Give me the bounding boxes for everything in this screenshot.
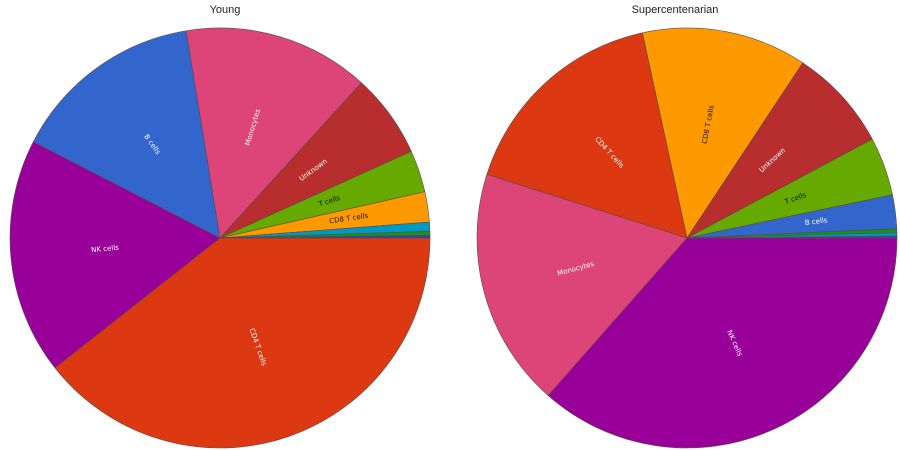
pie-slice-supercentenarian-cd4-t-cells bbox=[486, 32, 688, 239]
chart-title-young: Young bbox=[209, 4, 241, 16]
pie-slice-supercentenarian-nk-cells bbox=[547, 237, 898, 449]
slice-label-young-nk-cells: NK cells bbox=[91, 244, 120, 255]
chart-title-supercentenarian: Supercentenarian bbox=[631, 4, 719, 16]
supercentenarian-pie-chart: Supercentenarian NK cells Monocytes CD4 T … bbox=[450, 0, 900, 450]
pie-slice-young-cd4-t-cells bbox=[54, 237, 431, 449]
pie-slice-young-minor-9 bbox=[219, 235, 431, 239]
pie-slice-supercentenarian-monocytes bbox=[476, 173, 688, 396]
pie-slice-supercentenarian-cd8-t-cells bbox=[642, 27, 804, 239]
pie-slice-supercentenarian-unknown bbox=[686, 62, 873, 239]
young-pie-chart: Young CD4 T cells NK cells B cells Monocyte… bbox=[9, 4, 431, 449]
slice-label-supercentenarian-b-cells: B cells bbox=[804, 216, 828, 227]
pie-slice-supercentenarian-minor-9 bbox=[686, 235, 898, 239]
pie-slice-young-nk-cells bbox=[9, 141, 221, 369]
pie-slice-young-b-cells bbox=[32, 30, 221, 239]
pie-slice-young-monocytes bbox=[185, 27, 362, 239]
